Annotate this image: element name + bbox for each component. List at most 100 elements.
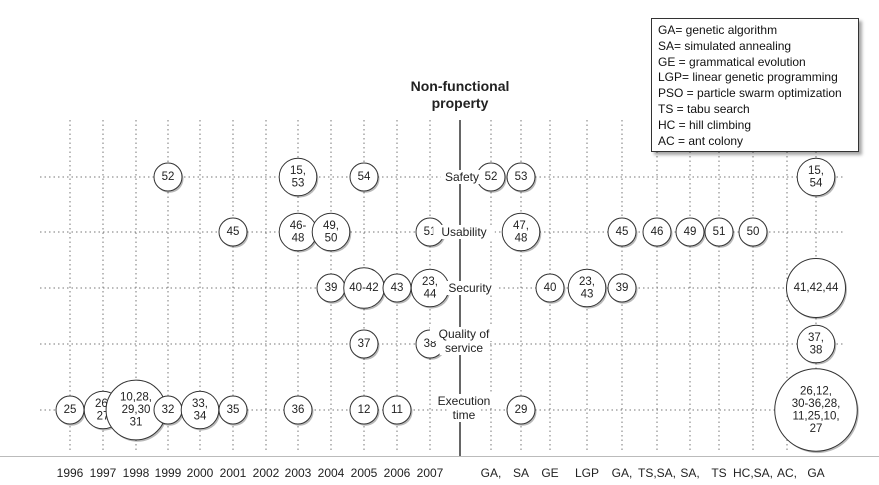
bubble-circle xyxy=(796,324,836,364)
row-label-safety: Safety xyxy=(445,170,479,184)
bubble-security-y2004: 39 xyxy=(316,273,347,304)
row-labels: Safety Usability Security Quality ofservice… xyxy=(430,170,498,422)
bubble-text: 26,12, xyxy=(800,385,832,397)
bubble-text: 25 xyxy=(64,404,77,416)
bubble-safety-y2005: 54 xyxy=(349,162,380,193)
legend-item-ga: GA= genetic algorithm xyxy=(658,23,778,37)
row-label-exec: time xyxy=(453,408,476,422)
bubble-circle xyxy=(675,217,705,247)
bubble-text: 36 xyxy=(292,404,305,416)
bubble-usability-y2004: 49,50 xyxy=(311,212,352,253)
technique-tick-label: AC, xyxy=(777,466,797,480)
bubble-text: 39 xyxy=(325,282,338,294)
bubble-text: 50 xyxy=(325,232,338,244)
bubble-text: 49, xyxy=(323,220,339,232)
bubble-text: 49 xyxy=(684,226,697,238)
bubble-usability-t_c8: 51 xyxy=(704,217,735,248)
bubble-text: 46 xyxy=(651,226,664,238)
bubble-exec-y2000: 33,34 xyxy=(180,390,221,431)
bubble-exec-y2005: 12 xyxy=(349,395,380,426)
bubble-text: 51 xyxy=(713,226,726,238)
bubble-text: 44 xyxy=(424,288,437,300)
legend-item-hc: HC = hill climbing xyxy=(658,117,752,132)
bubble-text: 52 xyxy=(162,171,175,183)
bubble-circle xyxy=(506,395,536,425)
bubble-exec-y2006: 11 xyxy=(382,395,413,426)
bubble-circle xyxy=(774,368,858,452)
row-label-backdrop xyxy=(430,327,498,341)
bubble-security-y2006: 43 xyxy=(382,273,413,304)
bubble-text: 52 xyxy=(485,171,498,183)
bubble-exec-y1996: 25 xyxy=(55,395,86,426)
bubble-text: 51 xyxy=(424,226,437,238)
legend-item-ts: TS = tabu search xyxy=(658,101,750,116)
bubble-text: 37 xyxy=(358,338,371,350)
bubble-text: 37, xyxy=(808,332,824,344)
row-label-qos: Quality of xyxy=(439,327,490,341)
bubble-circle xyxy=(153,162,183,192)
row-label-backdrop xyxy=(439,341,489,355)
bubble-text: 48 xyxy=(292,232,305,244)
bubble-security-t_ge: 40 xyxy=(535,273,566,304)
bubble-usability-y2003: 46-48 xyxy=(278,212,319,253)
row-label-security: Security xyxy=(448,281,491,295)
bubble-text: 34 xyxy=(194,410,207,422)
bubble-circle xyxy=(349,395,379,425)
legend-item-pso: PSO = particle swarm optimization xyxy=(658,86,842,101)
bubble-qos-t_ga2: 37,38 xyxy=(796,324,837,365)
year-tick-label: 2005 xyxy=(351,466,378,480)
bubble-circle xyxy=(218,395,248,425)
bubble-text: 54 xyxy=(358,171,371,183)
bubble-text: 10,28, xyxy=(120,392,152,404)
bubble-circle xyxy=(349,329,379,359)
bubble-circle xyxy=(607,217,637,247)
bubble-security-y2007: 23,44 xyxy=(410,268,451,309)
bubble-circle xyxy=(278,157,318,197)
technique-tick-label: GE xyxy=(541,466,558,480)
bubble-text: 54 xyxy=(810,177,823,189)
legend-item-ge: GE = grammatical evolution xyxy=(658,54,806,69)
bubble-security-t_c5: 39 xyxy=(607,273,638,304)
row-label-backdrop xyxy=(433,394,495,408)
bubble-circle xyxy=(704,217,734,247)
year-tick-label: 1999 xyxy=(155,466,182,480)
bubble-text: 45 xyxy=(227,226,240,238)
bubble-safety-t_ga2: 15,54 xyxy=(796,157,837,198)
technique-tick-label: SA xyxy=(513,466,529,480)
technique-tick-label: GA, xyxy=(612,466,633,480)
legend-item-sa: SA= simulated annealing xyxy=(658,38,792,53)
technique-tick-label: LGP xyxy=(575,466,599,480)
axis-labels: 1996 1997 1998 1999 2000 2001 2002 2003 2004 2005… xyxy=(57,466,825,480)
bubble-exec-t_sa: 29 xyxy=(506,395,537,426)
year-tick-label: 1996 xyxy=(57,466,84,480)
bubble-text: 50 xyxy=(747,226,760,238)
year-tick-label: 2007 xyxy=(417,466,444,480)
bubble-text: 32 xyxy=(162,404,175,416)
bubble-text: 23, xyxy=(422,276,438,288)
bubble-safety-y2003: 15,53 xyxy=(278,157,319,198)
bubble-usability-t_c9: 50 xyxy=(738,217,769,248)
technique-tick-label: TS,SA, xyxy=(638,466,676,480)
bubble-text: 15, xyxy=(808,165,824,177)
technique-tick-label: TS xyxy=(711,466,726,480)
bubble-exec-y2001: 35 xyxy=(218,395,249,426)
bubble-text: 53 xyxy=(292,177,305,189)
technique-tick-label: GA xyxy=(807,466,824,480)
bubble-text: 40 xyxy=(544,282,557,294)
year-tick-label: 2006 xyxy=(384,466,411,480)
bubble-text: 29,30 xyxy=(122,404,151,416)
bubble-qos-y2005: 37 xyxy=(349,329,380,360)
bubble-text: 43 xyxy=(391,282,404,294)
bubble-text: 53 xyxy=(515,171,528,183)
row-label-backdrop xyxy=(442,281,498,295)
bubble-text: 11,25,10, xyxy=(792,410,839,422)
bubble-text: 11 xyxy=(391,404,403,416)
year-tick-label: 2000 xyxy=(187,466,214,480)
bubble-usability-t_c7: 49 xyxy=(675,217,706,248)
year-tick-label: 2002 xyxy=(253,466,280,480)
bubble-circle xyxy=(501,212,541,252)
legend: GA= genetic algorithm SA= simulated anne… xyxy=(651,18,859,152)
bubble-text: 12 xyxy=(358,404,371,416)
